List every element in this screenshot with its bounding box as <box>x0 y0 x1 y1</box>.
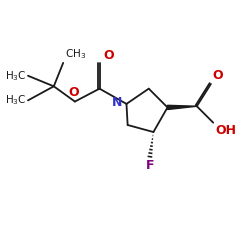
Text: N: N <box>112 96 122 108</box>
Text: O: O <box>212 69 223 82</box>
Text: H$_3$C: H$_3$C <box>4 69 26 83</box>
Text: O: O <box>103 49 114 62</box>
Text: F: F <box>146 160 154 172</box>
Text: O: O <box>68 86 79 99</box>
Text: OH: OH <box>215 124 236 137</box>
Text: CH$_3$: CH$_3$ <box>65 47 86 61</box>
Text: H$_3$C: H$_3$C <box>4 94 26 107</box>
Polygon shape <box>168 105 197 110</box>
